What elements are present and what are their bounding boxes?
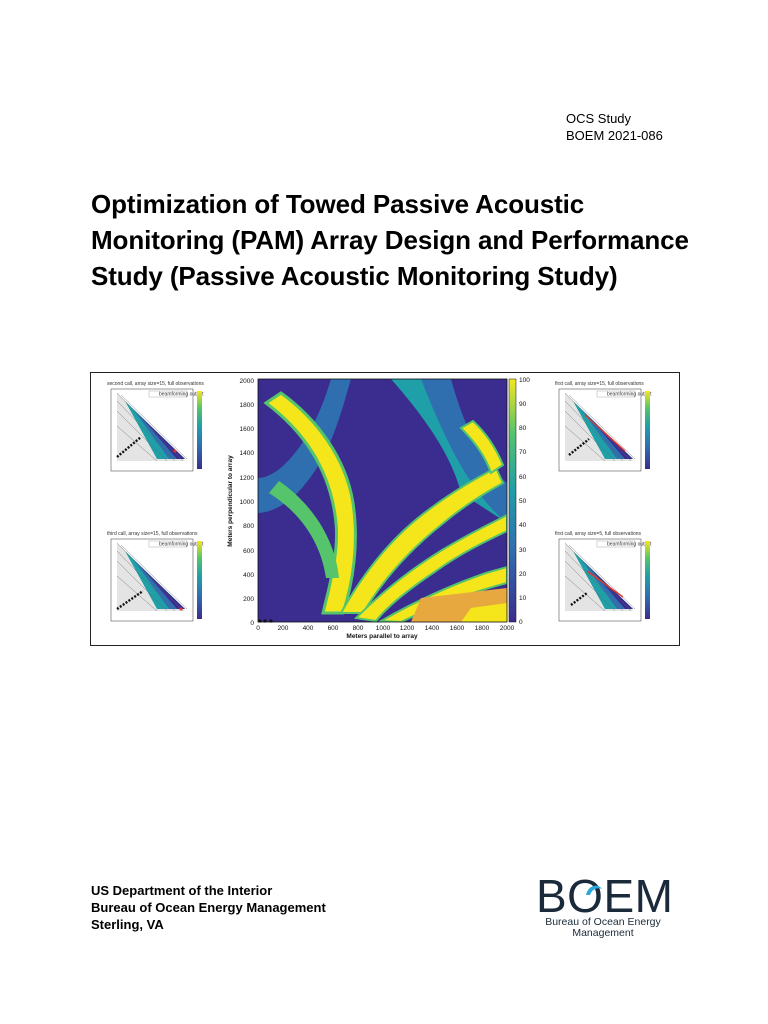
x-tick-1400: 1400 <box>425 625 440 632</box>
x-tick-1800: 1800 <box>475 625 490 632</box>
y-tick-800: 800 <box>243 523 254 530</box>
y-tick-1600: 1600 <box>240 426 255 433</box>
y-tick-400: 400 <box>243 572 254 579</box>
y-tick-1400: 1400 <box>240 450 255 457</box>
inset-title: first call, array size=15, full observat… <box>555 381 644 387</box>
cbar-tick-0: 0 <box>519 619 523 626</box>
main-x-axis-label: Meters parallel to array <box>346 633 418 640</box>
inset-title: third call, array size=15, full observat… <box>107 531 198 537</box>
main-y-ticks: 0 200 400 600 800 1000 1200 1400 1600 18… <box>240 378 255 627</box>
inset-legend: beamforming output <box>607 392 652 398</box>
main-contour-plot <box>257 378 508 623</box>
logo-subtitle-line2: Management <box>572 927 634 939</box>
x-tick-600: 600 <box>328 625 339 632</box>
inset-title: first call, array size=5, full observati… <box>555 531 642 537</box>
inset-legend: beamforming output <box>159 392 204 398</box>
x-tick-1200: 1200 <box>400 625 415 632</box>
logo-wordmark: BOEM <box>536 870 674 922</box>
x-tick-1600: 1600 <box>450 625 465 632</box>
y-tick-0: 0 <box>250 620 254 627</box>
x-tick-2000: 2000 <box>500 625 515 632</box>
wave-icon <box>586 885 602 895</box>
agency-department: US Department of the Interior <box>91 883 273 898</box>
cbar-tick-60: 60 <box>519 474 527 481</box>
cbar-tick-10: 10 <box>519 595 527 602</box>
y-tick-1000: 1000 <box>240 499 255 506</box>
agency-location: Sterling, VA <box>91 917 164 932</box>
figure-canvas: 0 200 400 600 800 1000 1200 1400 1600 18… <box>107 377 652 640</box>
cbar-tick-80: 80 <box>519 425 527 432</box>
main-colorbar: 0 10 20 30 40 50 60 70 80 90 100 <box>508 377 530 626</box>
logo-subtitle: Bureau of Ocean Energy Management <box>528 917 678 939</box>
cbar-tick-40: 40 <box>519 522 527 529</box>
y-tick-600: 600 <box>243 548 254 555</box>
y-tick-2000: 2000 <box>240 378 255 385</box>
report-title: Optimization of Towed Passive Acoustic M… <box>91 189 689 291</box>
inset-top-left: second call, array size=15, full observa… <box>107 381 204 472</box>
inset-legend: beamforming output <box>159 542 204 548</box>
cbar-tick-20: 20 <box>519 571 527 578</box>
x-tick-1000: 1000 <box>376 625 391 632</box>
agency-bureau: Bureau of Ocean Energy Management <box>91 900 326 915</box>
y-tick-1200: 1200 <box>240 475 255 482</box>
agency-block: US Department of the Interior Bureau of … <box>91 882 326 933</box>
logo-subtitle-line1: Bureau of Ocean Energy <box>545 916 661 928</box>
inset-top-right: first call, array size=15, full observat… <box>555 381 652 472</box>
cbar-tick-70: 70 <box>519 449 527 456</box>
cbar-tick-100: 100 <box>519 377 530 384</box>
inset-bottom-right: first call, array size=5, full observati… <box>555 531 652 622</box>
cbar-tick-90: 90 <box>519 401 527 408</box>
cover-figure: 0 200 400 600 800 1000 1200 1400 1600 18… <box>90 372 680 646</box>
main-y-axis-label: Meters perpendicular to array <box>227 455 234 547</box>
inset-title: second call, array size=15, full observa… <box>107 381 204 387</box>
cbar-tick-30: 30 <box>519 547 527 554</box>
y-tick-1800: 1800 <box>240 402 255 409</box>
study-identifier: OCS Study BOEM 2021-086 <box>566 110 663 144</box>
inset-bottom-left: third call, array size=15, full observat… <box>107 531 204 622</box>
array-element-markers <box>258 619 273 623</box>
x-tick-800: 800 <box>353 625 364 632</box>
study-series: OCS Study <box>566 111 632 126</box>
x-tick-200: 200 <box>278 625 289 632</box>
cbar-tick-50: 50 <box>519 498 527 505</box>
main-x-ticks: 0 200 400 600 800 1000 1200 1400 1600 18… <box>256 625 514 632</box>
y-tick-200: 200 <box>243 596 254 603</box>
x-tick-400: 400 <box>303 625 314 632</box>
boem-logo: BOEM Bureau of Ocean Energy Management <box>528 872 678 942</box>
x-tick-0: 0 <box>256 625 260 632</box>
study-number: BOEM 2021-086 <box>566 128 663 143</box>
inset-legend: beamforming output <box>607 542 652 548</box>
